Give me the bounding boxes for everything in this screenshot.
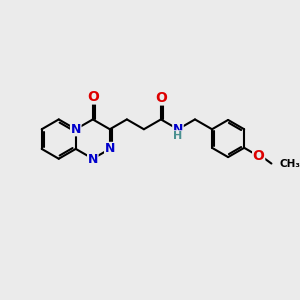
Text: N: N [105, 142, 115, 155]
Text: O: O [155, 91, 167, 105]
Text: N: N [88, 153, 98, 166]
Text: CH₃: CH₃ [279, 158, 300, 169]
Text: O: O [253, 149, 265, 163]
Text: N: N [173, 123, 183, 136]
Text: O: O [87, 90, 99, 104]
Text: N: N [70, 123, 81, 136]
Text: H: H [173, 131, 183, 141]
